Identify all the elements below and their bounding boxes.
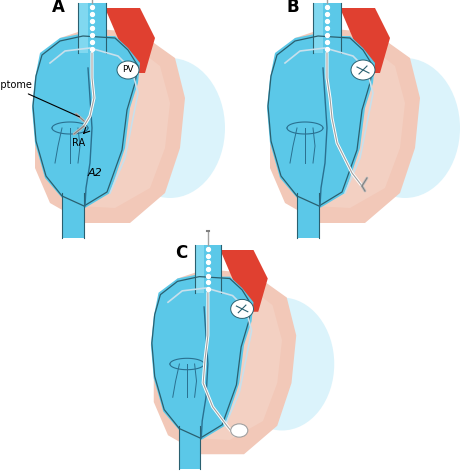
- Polygon shape: [179, 426, 201, 469]
- Polygon shape: [280, 38, 405, 208]
- Polygon shape: [62, 193, 84, 238]
- Ellipse shape: [350, 58, 460, 198]
- Polygon shape: [313, 3, 323, 53]
- Text: A: A: [52, 0, 65, 16]
- Ellipse shape: [230, 298, 334, 430]
- Text: A2: A2: [88, 168, 102, 178]
- Text: PV: PV: [122, 65, 134, 74]
- Ellipse shape: [117, 61, 139, 79]
- Text: Bioptome: Bioptome: [0, 80, 80, 117]
- Polygon shape: [195, 245, 221, 293]
- Polygon shape: [270, 28, 420, 223]
- Ellipse shape: [351, 60, 375, 80]
- Polygon shape: [32, 33, 140, 208]
- Text: RA: RA: [73, 138, 86, 148]
- Ellipse shape: [352, 61, 374, 79]
- Polygon shape: [105, 8, 155, 73]
- Polygon shape: [151, 274, 254, 440]
- Polygon shape: [267, 33, 375, 208]
- Polygon shape: [220, 250, 268, 312]
- Polygon shape: [78, 3, 106, 53]
- Polygon shape: [35, 28, 185, 223]
- Ellipse shape: [231, 424, 248, 437]
- Text: B: B: [287, 0, 300, 16]
- Ellipse shape: [231, 300, 254, 318]
- Ellipse shape: [232, 300, 253, 317]
- Polygon shape: [45, 38, 170, 208]
- Polygon shape: [340, 8, 390, 73]
- Polygon shape: [313, 3, 341, 53]
- Polygon shape: [163, 278, 282, 440]
- Polygon shape: [297, 193, 319, 238]
- Polygon shape: [154, 269, 296, 454]
- Ellipse shape: [115, 58, 225, 198]
- Polygon shape: [78, 3, 88, 53]
- Polygon shape: [195, 245, 204, 293]
- Text: C: C: [175, 244, 187, 262]
